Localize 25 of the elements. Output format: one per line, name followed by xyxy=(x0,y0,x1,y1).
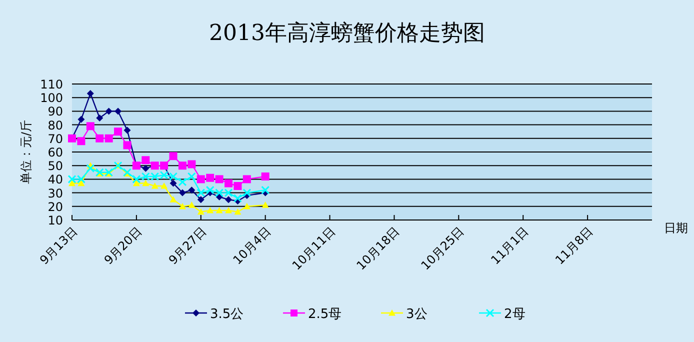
y-tick-label: 100 xyxy=(40,91,63,106)
legend-label: 3.5公 xyxy=(210,307,244,322)
x-tick-label: 9月20日 xyxy=(102,224,145,268)
x-tick-label: 9月27日 xyxy=(166,224,210,268)
legend-label: 3公 xyxy=(406,307,428,322)
y-tick-label: 60 xyxy=(48,146,63,160)
y-tick-label: 90 xyxy=(48,104,63,119)
y-tick-label: 40 xyxy=(48,172,63,187)
x-tick-label: 11月1日 xyxy=(488,224,532,268)
y-axis-title: 单位：元/斤 xyxy=(19,120,33,184)
chart-title: 2013年高淳螃蟹价格走势图 xyxy=(209,21,485,46)
x-tick-label: 10月4日 xyxy=(230,224,274,268)
legend-label: 2.5母 xyxy=(308,307,342,322)
x-tick-label: 11月8日 xyxy=(552,224,596,268)
x-tick-label: 10月25日 xyxy=(418,224,467,273)
y-tick-label: 110 xyxy=(40,78,63,92)
x-tick-label: 10月11日 xyxy=(289,224,338,273)
legend-label: 2母 xyxy=(504,307,526,322)
x-axis-title: 日期 xyxy=(664,221,688,235)
y-tick-label: 70 xyxy=(48,132,63,146)
y-tick-label: 80 xyxy=(48,118,63,132)
y-tick-label: 30 xyxy=(48,186,63,200)
y-tick-label: 20 xyxy=(48,200,63,214)
y-tick-label: 50 xyxy=(48,159,63,174)
x-tick-label: 10月18日 xyxy=(354,224,402,273)
